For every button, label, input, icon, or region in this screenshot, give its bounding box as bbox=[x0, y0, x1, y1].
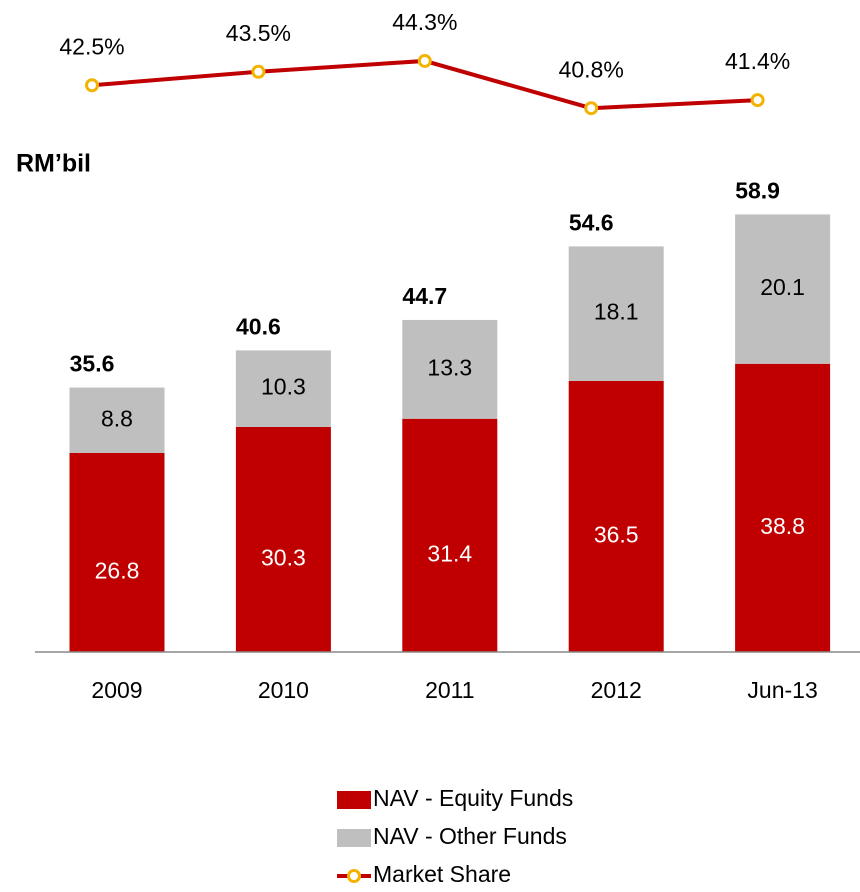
total-label: 35.6 bbox=[70, 351, 115, 377]
bar-segment bbox=[568, 380, 664, 652]
legend-label: Market Share bbox=[373, 861, 511, 887]
marker bbox=[85, 78, 99, 93]
data-label: 40.8% bbox=[559, 56, 624, 82]
legend-swatch bbox=[337, 829, 371, 847]
bar-segment bbox=[735, 363, 831, 652]
data-label: 30.3 bbox=[261, 545, 306, 571]
x-tick-label: 2010 bbox=[258, 677, 309, 703]
data-label: 31.4 bbox=[427, 540, 472, 566]
data-label: 42.5% bbox=[59, 33, 124, 59]
y-axis-label: RM’bil bbox=[16, 150, 91, 178]
bar-segment bbox=[402, 418, 498, 652]
total-label: 40.6 bbox=[236, 313, 281, 339]
bar-segment bbox=[402, 319, 498, 419]
marker bbox=[750, 93, 765, 108]
total-label: 54.6 bbox=[569, 209, 614, 235]
data-label: 8.8 bbox=[101, 405, 133, 431]
bar-segment bbox=[735, 214, 831, 364]
legend-marker bbox=[347, 869, 361, 883]
data-label: 26.8 bbox=[95, 558, 140, 584]
data-label: 13.3 bbox=[427, 354, 472, 380]
legend-label: NAV - Equity Funds bbox=[373, 785, 573, 811]
legend-label: NAV - Other Funds bbox=[373, 823, 567, 849]
bar-segment bbox=[69, 387, 165, 453]
data-label: 10.3 bbox=[261, 374, 306, 400]
data-label: 43.5% bbox=[226, 20, 291, 46]
bar-segment bbox=[235, 426, 331, 652]
data-label: 20.1 bbox=[760, 274, 805, 300]
data-label: 36.5 bbox=[594, 522, 639, 548]
x-tick-label: 2009 bbox=[91, 677, 142, 703]
bar-segment bbox=[568, 246, 664, 381]
data-label: 44.3% bbox=[392, 9, 457, 35]
legend-swatch bbox=[337, 791, 371, 809]
marker bbox=[251, 64, 266, 79]
marker bbox=[584, 101, 599, 116]
market-share-line bbox=[91, 58, 758, 111]
data-label: 41.4% bbox=[725, 48, 790, 74]
total-label: 58.9 bbox=[735, 178, 780, 204]
x-tick-label: 2011 bbox=[425, 677, 474, 703]
x-tick-label: 2012 bbox=[591, 677, 642, 703]
data-label: 38.8 bbox=[760, 513, 805, 539]
marker bbox=[417, 53, 432, 68]
data-label: 18.1 bbox=[594, 299, 639, 325]
bar-segment bbox=[69, 452, 165, 652]
bar-segment bbox=[235, 350, 331, 427]
x-tick-label: Jun-13 bbox=[747, 677, 817, 703]
total-label: 44.7 bbox=[402, 283, 447, 309]
